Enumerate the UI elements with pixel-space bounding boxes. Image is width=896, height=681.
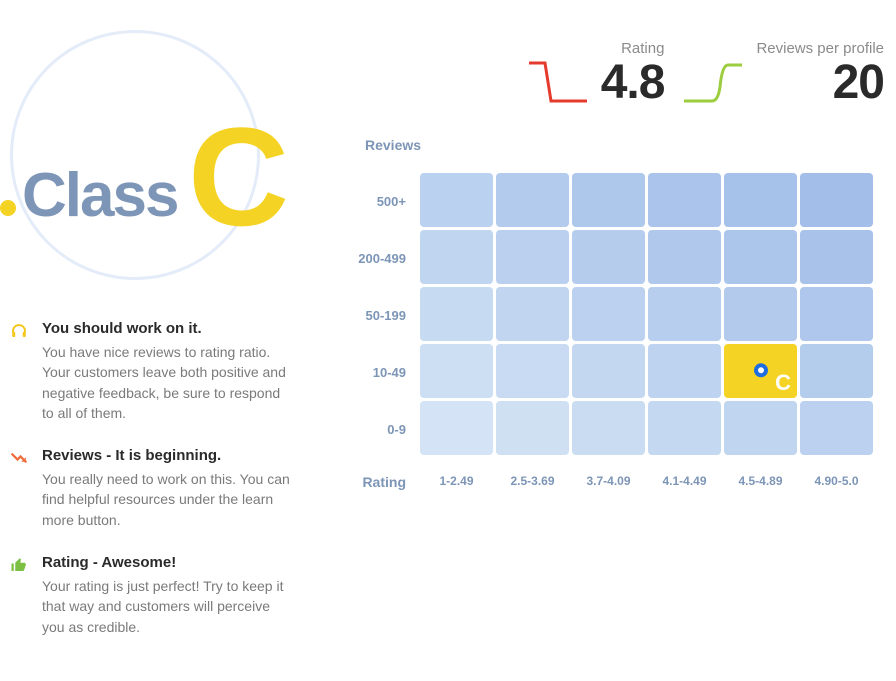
heatmap-cell xyxy=(496,287,569,341)
heatmap-cell: C xyxy=(724,344,797,398)
x-label: 1-2.49 xyxy=(420,474,493,490)
x-labels: 1-2.492.5-3.693.7-4.094.1-4.494.5-4.894.… xyxy=(420,474,873,490)
heatmap-cell xyxy=(420,173,493,227)
class-badge: Class C xyxy=(0,30,300,280)
position-marker xyxy=(754,363,768,377)
x-label: 2.5-3.69 xyxy=(496,474,569,490)
heatmap-cell xyxy=(496,401,569,455)
heatmap-cell xyxy=(420,344,493,398)
heatmap-cell xyxy=(800,230,873,284)
x-label: 4.1-4.49 xyxy=(648,474,721,490)
dashboard: Class C You should work on it. You have … xyxy=(0,0,896,681)
heatmap: Reviews 500+200-49950-19910-490-9 C Rati… xyxy=(320,137,884,490)
y-label: 10-49 xyxy=(320,344,406,401)
heatmap-cell xyxy=(724,173,797,227)
heatmap-cell xyxy=(648,173,721,227)
y-label: 0-9 xyxy=(320,401,406,458)
reviews-sparkline xyxy=(682,57,744,107)
heatmap-grid: C xyxy=(420,173,873,458)
insights-list: You should work on it. You have nice rev… xyxy=(0,320,300,637)
heatmap-cell xyxy=(800,344,873,398)
left-column: Class C You should work on it. You have … xyxy=(0,20,300,661)
heatmap-cell xyxy=(572,173,645,227)
rating-label: Rating xyxy=(601,40,665,57)
heatmap-cell xyxy=(648,230,721,284)
badge-dot xyxy=(0,200,16,216)
reviews-value: 20 xyxy=(756,59,884,107)
heatmap-cell xyxy=(496,173,569,227)
right-column: Rating 4.8 Reviews per profile 20 Review… xyxy=(320,20,884,661)
y-label: 500+ xyxy=(320,173,406,230)
x-label: 4.90-5.0 xyxy=(800,474,873,490)
heatmap-cell xyxy=(572,230,645,284)
heatmap-cell xyxy=(420,401,493,455)
reviews-label: Reviews per profile xyxy=(756,40,884,57)
heatmap-cell xyxy=(724,230,797,284)
thumbs-up-icon xyxy=(10,556,28,574)
x-axis-label: Rating xyxy=(320,474,420,490)
heatmap-cell xyxy=(572,401,645,455)
trend-down-icon xyxy=(10,449,28,467)
class-letter: C xyxy=(188,96,285,258)
heatmap-cell xyxy=(496,230,569,284)
heatmap-cell xyxy=(724,401,797,455)
x-label: 4.5-4.89 xyxy=(724,474,797,490)
metrics-row: Rating 4.8 Reviews per profile 20 xyxy=(320,40,884,107)
y-axis-label: Reviews xyxy=(320,137,884,153)
insight-title: Reviews - It is beginning. xyxy=(42,447,290,464)
heatmap-cell xyxy=(420,230,493,284)
heatmap-cell xyxy=(648,344,721,398)
class-prefix: Class xyxy=(22,160,177,231)
insight-item: Reviews - It is beginning. You really ne… xyxy=(10,447,290,530)
heatmap-cell xyxy=(572,344,645,398)
rating-value: 4.8 xyxy=(601,59,665,107)
x-label: 3.7-4.09 xyxy=(572,474,645,490)
y-label: 50-199 xyxy=(320,287,406,344)
insight-desc: You really need to work on this. You can… xyxy=(42,469,290,530)
insight-title: Rating - Awesome! xyxy=(42,554,290,571)
y-labels: 500+200-49950-19910-490-9 xyxy=(320,173,420,458)
insight-title: You should work on it. xyxy=(42,320,290,337)
heatmap-cell xyxy=(648,401,721,455)
heatmap-cell xyxy=(800,173,873,227)
rating-sparkline xyxy=(527,57,589,107)
insight-item: Rating - Awesome! Your rating is just pe… xyxy=(10,554,290,637)
heatmap-cell xyxy=(420,287,493,341)
heatmap-cell xyxy=(496,344,569,398)
cell-grade: C xyxy=(775,370,791,396)
metric-rating: Rating 4.8 xyxy=(527,40,665,107)
heatmap-cell xyxy=(648,287,721,341)
metric-reviews: Reviews per profile 20 xyxy=(682,40,884,107)
headphones-icon xyxy=(10,322,28,340)
insight-desc: Your rating is just perfect! Try to keep… xyxy=(42,576,290,637)
heatmap-cell xyxy=(572,287,645,341)
heatmap-cell xyxy=(800,287,873,341)
y-label: 200-499 xyxy=(320,230,406,287)
heatmap-cell xyxy=(724,287,797,341)
insight-desc: You have nice reviews to rating ratio. Y… xyxy=(42,342,290,423)
insight-item: You should work on it. You have nice rev… xyxy=(10,320,290,423)
heatmap-cell xyxy=(800,401,873,455)
